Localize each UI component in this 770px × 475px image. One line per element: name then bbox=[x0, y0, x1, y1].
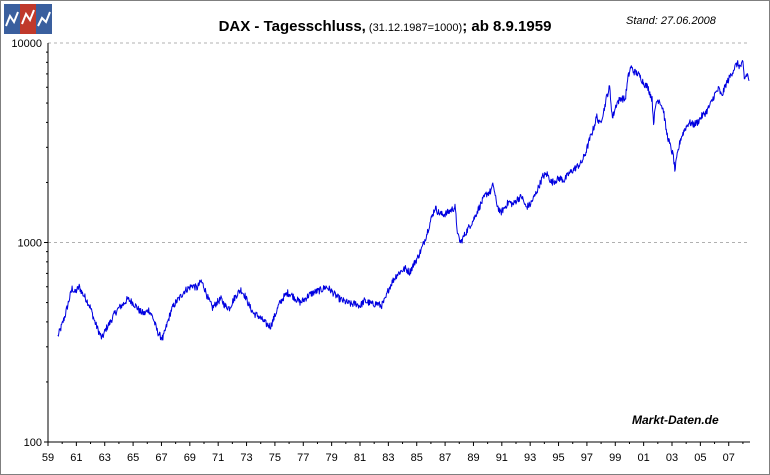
source-credit: Markt-Daten.de bbox=[632, 413, 719, 427]
x-tick-label: 97 bbox=[581, 452, 593, 464]
x-tick-label: 01 bbox=[638, 452, 650, 464]
x-tick-label: 61 bbox=[70, 452, 82, 464]
x-tick-label: 89 bbox=[467, 452, 479, 464]
x-tick-label: 93 bbox=[524, 452, 536, 464]
series-line-0 bbox=[57, 60, 750, 341]
chart-title: DAX - Tagesschluss, (31.12.1987=1000); a… bbox=[0, 18, 770, 35]
x-tick-label: 87 bbox=[439, 452, 451, 464]
x-tick-label: 81 bbox=[354, 452, 366, 464]
x-tick-label: 79 bbox=[326, 452, 338, 464]
y-tick-label: 10000 bbox=[11, 38, 42, 50]
x-tick-label: 95 bbox=[552, 452, 564, 464]
x-tick-label: 05 bbox=[694, 452, 706, 464]
y-tick-labels: 100 1000 10000 bbox=[11, 38, 42, 449]
chart-title-sub: (31.12.1987=1000) bbox=[365, 22, 463, 34]
x-tick-label: 91 bbox=[496, 452, 508, 464]
grid-lines bbox=[48, 42, 750, 243]
y-tick-label: 1000 bbox=[18, 238, 42, 250]
x-tick-label: 67 bbox=[155, 452, 167, 464]
x-tick-label: 75 bbox=[269, 452, 281, 464]
x-tick-label: 99 bbox=[609, 452, 621, 464]
axes bbox=[44, 43, 750, 446]
y-tick-label: 100 bbox=[24, 437, 42, 449]
chart-title-end: ; ab 8.9.1959 bbox=[462, 18, 552, 35]
x-tick-label: 59 bbox=[42, 452, 54, 464]
x-tick-label: 07 bbox=[723, 452, 735, 464]
x-tick-label: 63 bbox=[99, 452, 111, 464]
x-tick-label: 85 bbox=[411, 452, 423, 464]
x-tick-label: 69 bbox=[184, 452, 196, 464]
x-tick-label: 83 bbox=[382, 452, 394, 464]
market-data-logo-icon bbox=[4, 4, 52, 39]
x-tick-label: 77 bbox=[297, 452, 309, 464]
x-tick-label: 03 bbox=[666, 452, 678, 464]
x-tick-label: 65 bbox=[127, 452, 139, 464]
x-tick-label: 71 bbox=[212, 452, 224, 464]
chart-title-main: DAX - Tagesschluss, bbox=[218, 18, 366, 35]
series-layer bbox=[57, 60, 750, 341]
stand-date: Stand: 27.06.2008 bbox=[626, 15, 716, 27]
x-tick-label: 73 bbox=[240, 452, 252, 464]
x-tick-labels: 59 61 63 65 67 69 71 73 75 77 79 81 83 85 87 89 91 93 95 97… bbox=[42, 452, 735, 464]
